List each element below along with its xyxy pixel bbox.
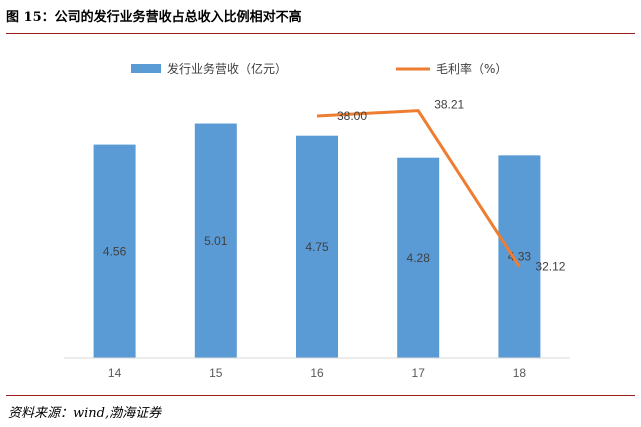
bar-17	[397, 157, 440, 358]
bar-series: 4.565.01 4.754.28 4.33	[93, 123, 541, 358]
line-value-label-17: 38.21	[434, 98, 464, 112]
legend-label-bar: 发行业务营收（亿元）	[167, 61, 287, 76]
gross-margin-line	[316, 109, 521, 268]
bar-16	[296, 135, 338, 358]
bar-value-label-15: 5.01	[204, 234, 228, 248]
x-tick-label-15: 15	[209, 366, 223, 380]
legend-swatch-bar	[131, 64, 161, 73]
bar-value-label-17: 4.28	[407, 251, 431, 265]
line-value-label-16: 38.00	[337, 109, 367, 123]
bar-value-label-16: 4.75	[305, 240, 329, 254]
x-tick-label-17: 17	[412, 366, 426, 380]
legend: 发行业务营收（亿元） 毛利率（%）	[131, 61, 507, 76]
source-rule	[6, 395, 635, 396]
line-value-label-18: 32.12	[535, 260, 565, 274]
legend-label-line: 毛利率（%）	[436, 61, 507, 76]
x-tick-label-14: 14	[108, 366, 122, 380]
bar-15	[194, 123, 237, 358]
bar-14	[93, 144, 136, 358]
line-series: 38.00 38.21 32.12	[316, 98, 566, 274]
title-rule	[6, 33, 635, 34]
bar-18	[498, 155, 541, 358]
x-axis-ticks: 14 15 16 17 18	[108, 366, 526, 380]
source-note: 资料来源：wind,渤海证券	[8, 406, 162, 421]
x-tick-label-18: 18	[513, 366, 527, 380]
bar-value-label-14: 4.56	[103, 244, 127, 258]
figure-title: 图 15：公司的发行业务营收占总收入比例相对不高	[6, 10, 302, 25]
x-tick-label-16: 16	[310, 366, 324, 380]
